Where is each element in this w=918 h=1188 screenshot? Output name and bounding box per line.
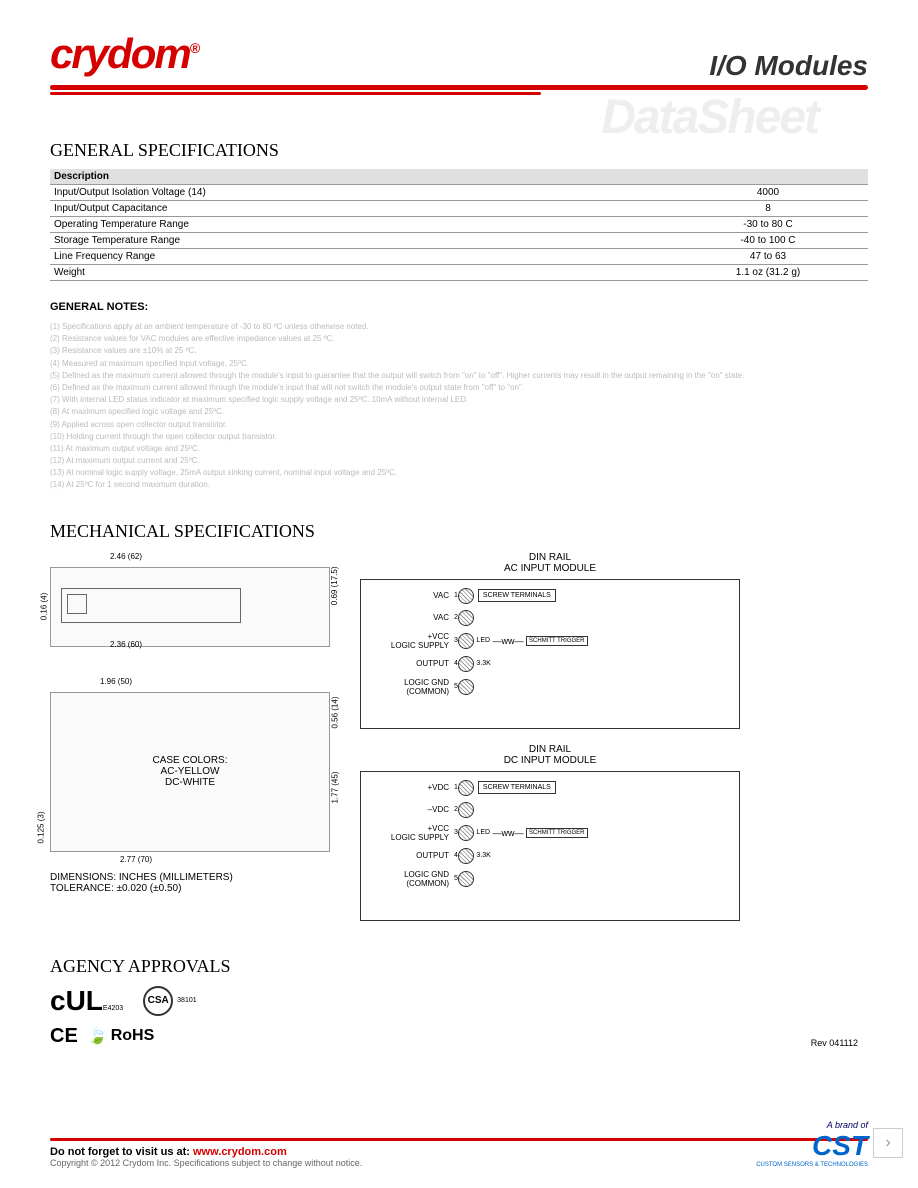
general-specs-title: GENERAL SPECIFICATIONS <box>50 140 868 161</box>
dc-input-circuit: +VDC1SCREW TERMINALS –VDC2 +VCCLOGIC SUP… <box>360 771 740 921</box>
note-item: (10) Holding current through the open co… <box>50 431 868 442</box>
page-header: crydom® I/O Modules DataSheet <box>50 30 868 120</box>
note-item: (4) Measured at maximum specified input … <box>50 358 868 369</box>
desc-header: Description <box>50 169 668 185</box>
note-item: (3) Resistance values are ±10% at 25 ºC. <box>50 345 868 356</box>
spec-row: Input/Output Isolation Voltage (14)4000 <box>50 185 868 201</box>
note-item: (5) Defined as the maximum current allow… <box>50 370 868 381</box>
crydom-url[interactable]: www.crydom.com <box>193 1146 287 1158</box>
note-item: (13) At nominal logic supply voltage, 25… <box>50 467 868 478</box>
note-item: (6) Defined as the maximum current allow… <box>50 382 868 393</box>
note-item: (12) At maximum output current and 25ºC. <box>50 455 868 466</box>
note-item: (14) At 25ºC for 1 second maximum durati… <box>50 479 868 490</box>
spec-row: Operating Temperature Range-30 to 80 C <box>50 217 868 233</box>
mechanical-drawings: 2.46 (62) 0.69 (17.5) 0.16 (4) 2.36 (60)… <box>50 552 330 936</box>
csa-logo: CSA38101 <box>143 986 196 1016</box>
general-notes-list: (1) Specifications apply at an ambient t… <box>50 321 868 491</box>
page-footer: Do not forget to visit us at: www.crydom… <box>50 1138 868 1168</box>
top-view-drawing <box>50 567 330 647</box>
note-item: (7) With internal LED status indicator a… <box>50 394 868 405</box>
note-item: (1) Specifications apply at an ambient t… <box>50 321 868 332</box>
rohs-logo: 🍃RoHS <box>88 1026 154 1046</box>
cst-logo: A brand of CST CUSTOM SENSORS & TECHNOLO… <box>756 1120 868 1168</box>
note-item: (11) At maximum output voltage and 25ºC. <box>50 443 868 454</box>
mech-specs-title: MECHANICAL SPECIFICATIONS <box>50 521 868 542</box>
next-page-arrow[interactable]: › <box>873 1128 903 1158</box>
ce-logo: CE <box>50 1025 78 1048</box>
agency-approvals-title: AGENCY APPROVALS <box>50 956 868 977</box>
note-item: (9) Applied across open collector output… <box>50 419 868 430</box>
general-notes-title: GENERAL NOTES: <box>50 301 868 313</box>
ac-input-circuit: VAC1SCREW TERMINALS VAC2 +VCCLOGIC SUPPL… <box>360 579 740 729</box>
general-specs-table: Description Input/Output Isolation Volta… <box>50 169 868 281</box>
red-swoosh <box>50 85 868 115</box>
dim-note-2: TOLERANCE: ±0.020 (±0.50) <box>50 883 330 894</box>
spec-row: Storage Temperature Range-40 to 100 C <box>50 233 868 249</box>
circuit-diagrams: DIN RAIL AC INPUT MODULE VAC1SCREW TERMI… <box>360 552 740 936</box>
spec-row: Line Frequency Range47 to 63 <box>50 249 868 265</box>
spec-row: Input/Output Capacitance8 <box>50 201 868 217</box>
note-item: (8) At maximum specified logic voltage a… <box>50 406 868 417</box>
front-view-drawing: CASE COLORS: AC-YELLOW DC-WHITE <box>50 692 330 852</box>
revision-text: Rev 041112 <box>811 1038 858 1048</box>
spec-row: Weight1.1 oz (31.2 g) <box>50 265 868 281</box>
io-modules-title: I/O Modules <box>709 50 868 82</box>
ul-logo: cULE4203 <box>50 985 123 1017</box>
note-item: (2) Resistance values for VAC modules ar… <box>50 333 868 344</box>
dim-note-1: DIMENSIONS: INCHES (MILLIMETERS) <box>50 872 330 883</box>
